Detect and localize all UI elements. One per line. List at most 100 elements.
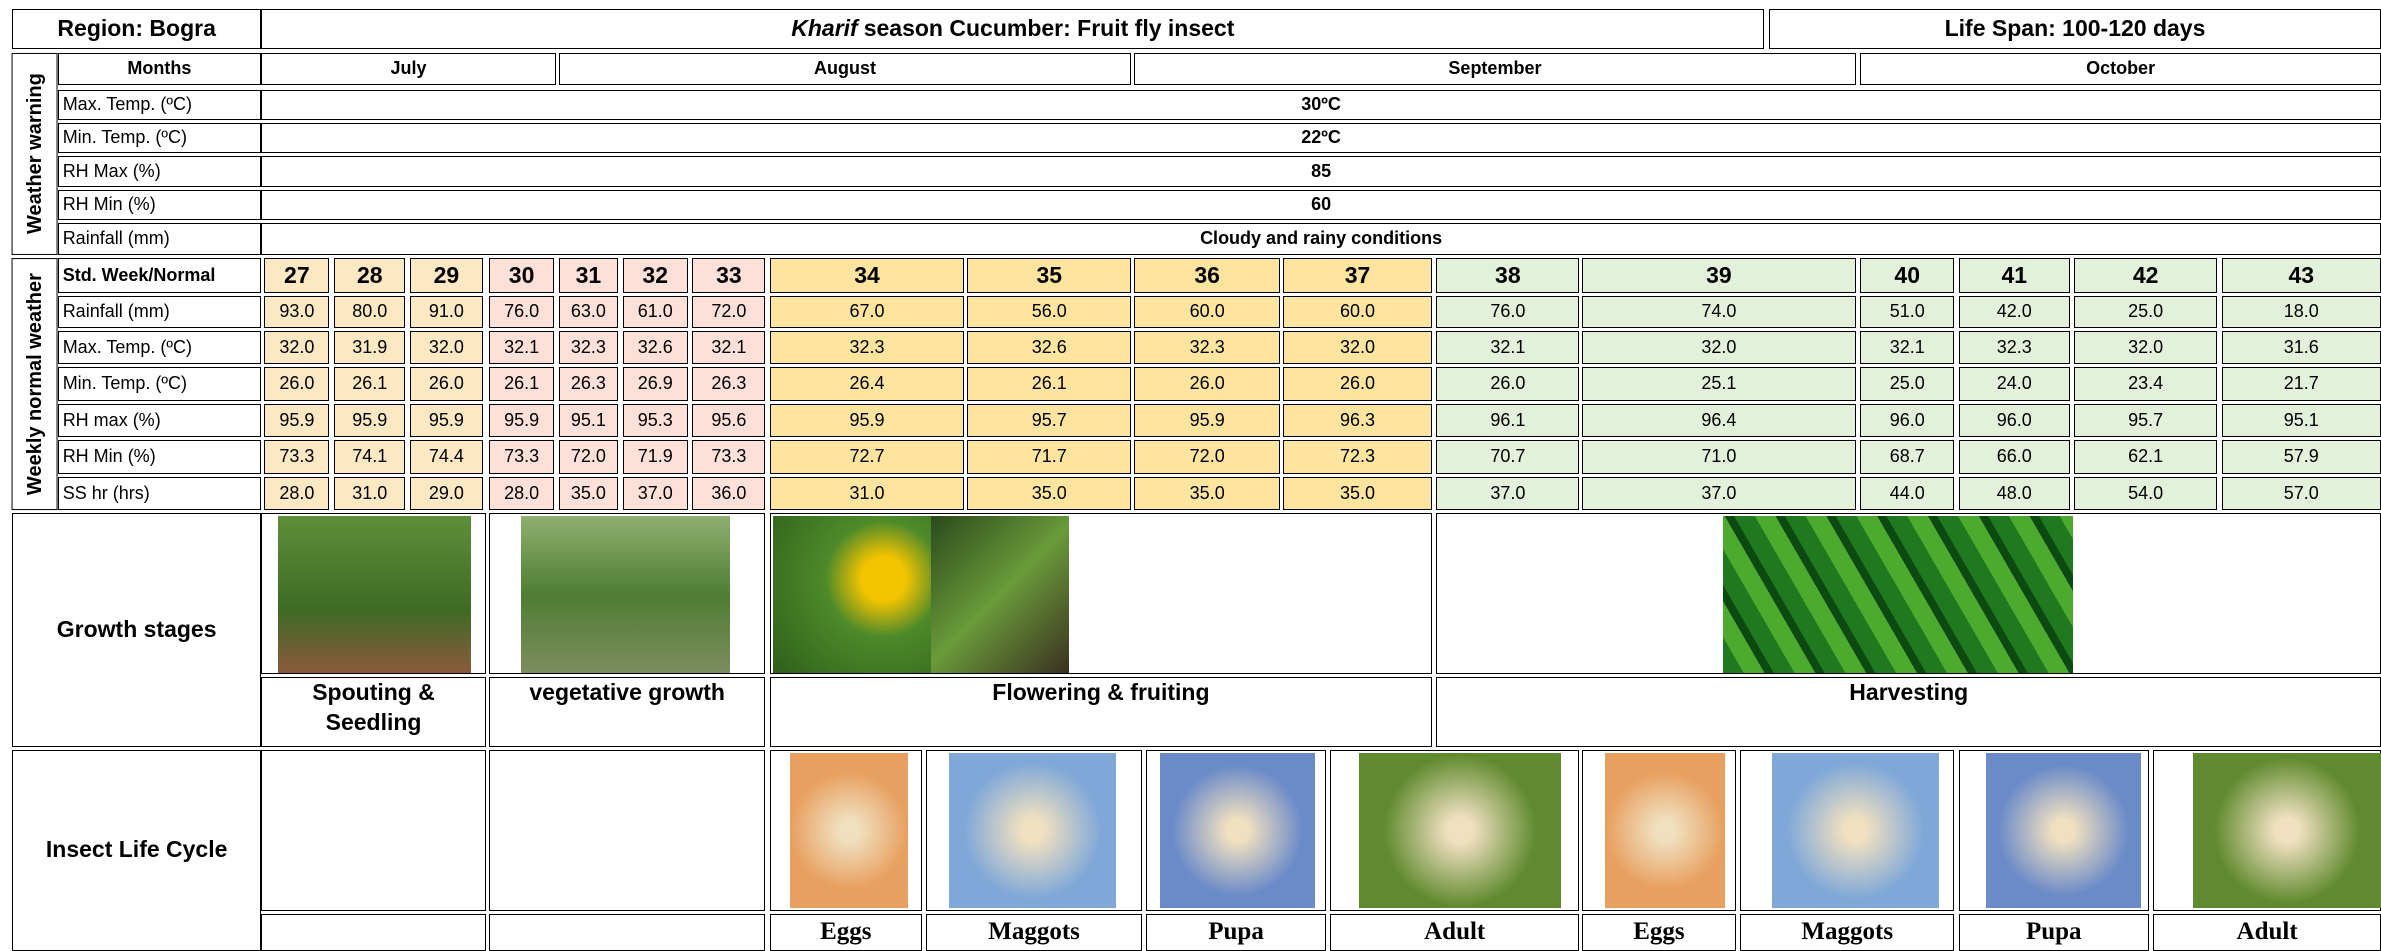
photo [1359, 753, 1561, 908]
value: 26.0 [264, 367, 329, 400]
stage: Adult [2153, 914, 2381, 950]
value: 74.1 [334, 440, 405, 473]
value: 71.7 [967, 440, 1131, 473]
week: 30 [489, 258, 554, 293]
section-label: Weather warning [12, 53, 58, 255]
value: 96.1 [1436, 404, 1579, 437]
value: 32.1 [692, 331, 765, 364]
stage: Maggots [926, 914, 1142, 950]
value: 36.0 [692, 477, 765, 510]
week: 29 [410, 258, 483, 293]
value: 37.0 [1582, 477, 1855, 510]
section-label: Weekly normal weather [12, 258, 58, 510]
value: 26.1 [489, 367, 554, 400]
row-label: Min. Temp. (ºC) [58, 123, 261, 153]
stage: Flowering & fruiting [770, 677, 1432, 747]
value: 22ºC [261, 123, 2381, 153]
value: 37.0 [1436, 477, 1579, 510]
value: 72.7 [770, 440, 964, 473]
value: 67.0 [770, 296, 964, 328]
value: 93.0 [264, 296, 329, 328]
value: 85 [261, 156, 2381, 186]
value: 96.4 [1582, 404, 1855, 437]
week: 43 [2222, 258, 2381, 293]
value: 71.0 [1582, 440, 1855, 473]
value: 96.3 [1283, 404, 1432, 437]
value: 26.9 [623, 367, 688, 400]
value: 35.0 [559, 477, 618, 510]
value: 31.9 [334, 331, 405, 364]
value: 26.4 [770, 367, 964, 400]
value: 68.7 [1860, 440, 1954, 473]
photo [278, 516, 471, 672]
row-label: Max. Temp. (ºC) [58, 331, 261, 364]
month: September [1134, 53, 1855, 85]
photo [2193, 753, 2381, 908]
value: 95.9 [410, 404, 483, 437]
value: 26.0 [1283, 367, 1432, 400]
value: 32.0 [410, 331, 483, 364]
value: 72.0 [559, 440, 618, 473]
value: 95.9 [1134, 404, 1280, 437]
value: 32.1 [1436, 331, 1579, 364]
region: Region: Bogra [12, 9, 261, 48]
photo [773, 516, 931, 672]
value: 76.0 [1436, 296, 1579, 328]
value: 32.1 [489, 331, 554, 364]
value: 26.3 [559, 367, 618, 400]
week: 31 [559, 258, 618, 293]
header-label: Std. Week/Normal [58, 258, 261, 293]
photo [1772, 753, 1939, 908]
row-label: RH Max (%) [58, 156, 261, 186]
value: 31.0 [334, 477, 405, 510]
value: 73.3 [692, 440, 765, 473]
value: 61.0 [623, 296, 688, 328]
value: 18.0 [2222, 296, 2381, 328]
value: 54.0 [2074, 477, 2217, 510]
week: 33 [692, 258, 765, 293]
photo [1723, 516, 2072, 672]
value: 60 [261, 190, 2381, 220]
week: 40 [1860, 258, 1954, 293]
section-label: Growth stages [12, 513, 261, 747]
title-italic: Kharif [791, 14, 857, 44]
photo [931, 516, 1069, 672]
value: 95.1 [2222, 404, 2381, 437]
value: 32.1 [1860, 331, 1954, 364]
value: 80.0 [334, 296, 405, 328]
week: 37 [1283, 258, 1432, 293]
stage: Harvesting [1436, 677, 2381, 747]
value: 57.0 [2222, 477, 2381, 510]
life-span: Life Span: 100-120 days [1769, 9, 2381, 48]
week: 42 [2074, 258, 2217, 293]
value: 21.7 [2222, 367, 2381, 400]
week: 39 [1582, 258, 1855, 293]
value: 30ºC [261, 90, 2381, 120]
value: 57.9 [2222, 440, 2381, 473]
page: Region: BograKharifseason Cucumber: Frui… [0, 0, 2381, 951]
value: 71.9 [623, 440, 688, 473]
value: 32.3 [559, 331, 618, 364]
value: 25.0 [2074, 296, 2217, 328]
photo [949, 753, 1116, 908]
value: 60.0 [1134, 296, 1280, 328]
value: 73.3 [489, 440, 554, 473]
value: 72.3 [1283, 440, 1432, 473]
week: 41 [1959, 258, 2070, 293]
photo [1160, 753, 1315, 908]
month: July [261, 53, 556, 85]
stage: Adult [1330, 914, 1579, 950]
week: 35 [967, 258, 1131, 293]
value: 96.0 [1959, 404, 2070, 437]
value: 95.3 [623, 404, 688, 437]
stage: Eggs [770, 914, 922, 950]
value: 95.9 [770, 404, 964, 437]
value: 70.7 [1436, 440, 1579, 473]
value: 91.0 [410, 296, 483, 328]
value: 26.3 [692, 367, 765, 400]
value: 37.0 [623, 477, 688, 510]
value: 25.1 [1582, 367, 1855, 400]
photo [1605, 753, 1725, 908]
value: 60.0 [1283, 296, 1432, 328]
